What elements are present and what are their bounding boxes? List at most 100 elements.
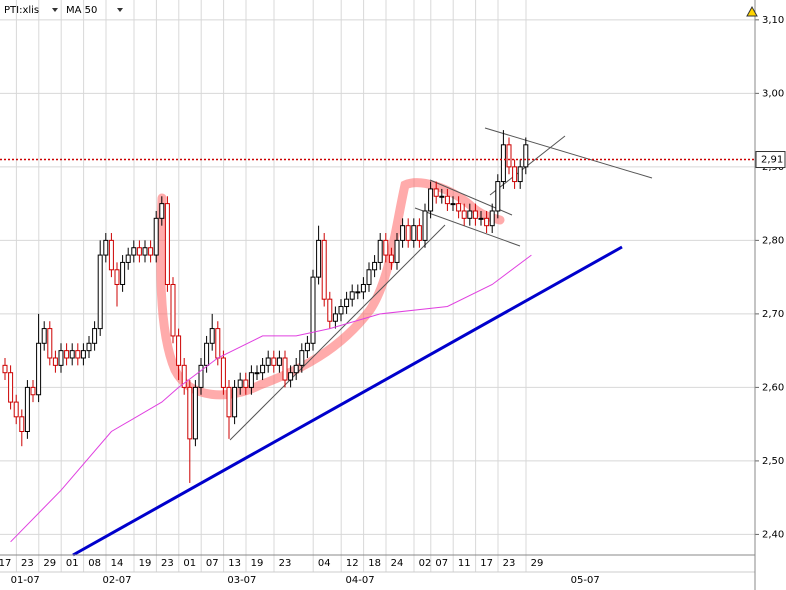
dropdown-arrow[interactable]	[117, 8, 123, 12]
candle-body	[338, 306, 344, 315]
reference-label-box	[755, 151, 786, 169]
y-tick-label: 2,60	[762, 382, 784, 393]
candle-body	[366, 269, 372, 285]
candle-body	[30, 386, 36, 396]
candle-body	[377, 239, 383, 263]
candle-body	[349, 291, 355, 300]
highlight-curve	[156, 178, 505, 400]
warning-icon[interactable]	[746, 5, 758, 17]
candle-body	[64, 350, 70, 359]
candle-body	[293, 364, 299, 374]
candle-body	[523, 144, 529, 168]
candle-body	[344, 298, 350, 308]
candle-body	[495, 181, 501, 212]
candle-body	[8, 372, 14, 403]
candle-body	[428, 188, 434, 212]
candle-body	[92, 328, 98, 344]
y-tick-label: 3,00	[762, 88, 784, 99]
candle-body	[41, 328, 47, 344]
candle-body	[299, 350, 305, 366]
candle-body	[237, 379, 243, 388]
candle-body	[209, 328, 215, 344]
reference-label: 2,91	[761, 155, 783, 166]
candle-body	[276, 357, 282, 366]
candle-body	[69, 350, 75, 359]
candle-body	[220, 357, 226, 388]
candle-body	[248, 372, 254, 388]
x-tick-label: 11	[458, 558, 471, 569]
x-tick-label: 23	[279, 558, 292, 569]
candle-body	[108, 239, 114, 271]
candle-body	[321, 239, 327, 300]
candle-body	[243, 379, 249, 388]
candle-body	[114, 269, 120, 285]
y-tick-label: 2,80	[762, 235, 784, 246]
candle-body	[226, 386, 232, 418]
candle-body	[131, 247, 137, 256]
candle-body	[2, 364, 8, 374]
symbol[interactable]: PTI:xlis	[4, 5, 39, 16]
candle-body	[450, 203, 456, 206]
candle-body	[433, 188, 439, 197]
candle-body	[506, 144, 512, 168]
y-tick-label: 3,10	[762, 15, 784, 26]
ma-line	[10, 254, 532, 543]
candle-body	[388, 254, 394, 263]
marks	[0, 130, 755, 543]
candle-body	[332, 313, 338, 322]
x-tick-label: 24	[391, 558, 404, 569]
candle-body	[75, 350, 81, 359]
candle-body	[19, 416, 25, 433]
x-tick-label: 01	[183, 558, 196, 569]
candle-body	[215, 328, 221, 359]
candle-body	[198, 364, 204, 388]
x-tick-label: 19	[251, 558, 264, 569]
candle-body	[164, 203, 170, 285]
candle-body	[310, 276, 316, 344]
candle-body	[489, 210, 495, 227]
candle-body	[316, 239, 322, 278]
candle-body	[461, 210, 467, 219]
ma-label[interactable]: MA 50	[66, 5, 97, 16]
candle-body	[176, 335, 182, 366]
candle-body	[181, 364, 187, 388]
candle-body	[265, 357, 271, 366]
x-tick-label: 14	[111, 558, 124, 569]
candle-body	[58, 350, 64, 366]
candle-body	[271, 357, 277, 366]
x-tick-label: 29	[43, 558, 56, 569]
support-line	[72, 245, 623, 557]
month-label: 02-07	[102, 575, 131, 586]
candle-body	[86, 342, 92, 352]
candle-body	[142, 247, 148, 256]
x-tick-label: 12	[346, 558, 359, 569]
candle-body	[36, 342, 42, 396]
candle-body	[24, 386, 30, 433]
candle-body	[282, 357, 288, 381]
candle-body	[304, 342, 310, 352]
month-label: 04-07	[346, 575, 375, 586]
x-tick-label: 13	[228, 558, 241, 569]
candle-body	[411, 225, 417, 241]
candle-body	[472, 210, 478, 219]
y-tick-label: 2,50	[762, 456, 784, 467]
x-tick-label: 29	[531, 558, 544, 569]
y-tick-label: 2,70	[762, 309, 784, 320]
trend-line	[229, 224, 446, 441]
x-tick-label: 07	[435, 558, 448, 569]
x-tick-label: 17	[0, 558, 11, 569]
candle-body	[517, 166, 523, 183]
candle-body	[192, 386, 198, 440]
candle-body	[383, 239, 389, 256]
candle-body	[52, 357, 58, 366]
candle-body	[372, 261, 378, 271]
x-tick-label: 23	[21, 558, 34, 569]
candle-body	[260, 364, 266, 374]
dropdown-arrow[interactable]	[52, 8, 58, 12]
candle-body	[103, 239, 109, 256]
x-tick-label: 07	[206, 558, 219, 569]
candle-body	[484, 217, 490, 227]
candle-body	[500, 144, 506, 183]
x-tick-label: 08	[88, 558, 101, 569]
